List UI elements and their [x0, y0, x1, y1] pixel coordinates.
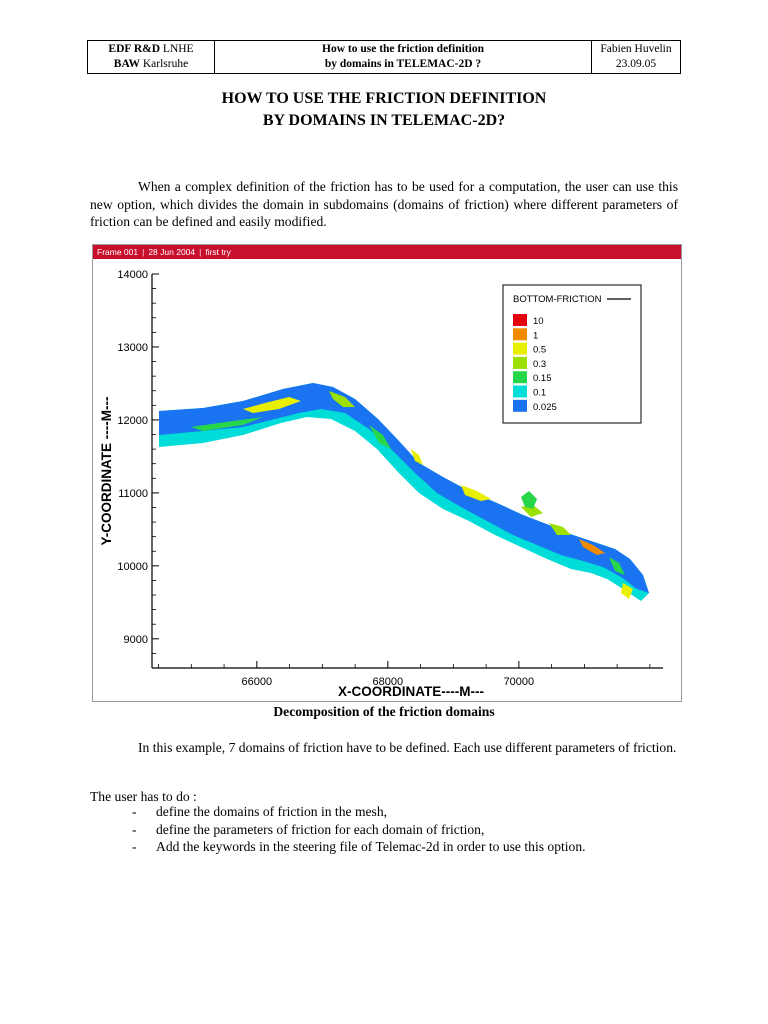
list-item: - define the parameters of friction for e…: [90, 821, 710, 839]
legend-label-0.3: 0.3: [533, 359, 546, 370]
list-bullet: -: [132, 804, 137, 819]
frame-note: first try: [205, 247, 231, 257]
legend-swatch-10: [513, 314, 527, 326]
list-intro: The user has to do :: [90, 789, 197, 804]
y-tick-label-12000: 12000: [117, 415, 148, 427]
paragraph-domains: In this example, 7 domains of friction h…: [138, 740, 677, 755]
legend-swatch-0.1: [513, 385, 527, 398]
river-domain: [159, 383, 649, 601]
friction-zone-0.15-a: [369, 425, 391, 449]
friction-zone-0.15-c: [609, 557, 625, 575]
legend-title: BOTTOM-FRICTION: [513, 294, 602, 305]
y-tick-label-13000: 13000: [117, 342, 148, 354]
header-date: 23.09.05: [615, 58, 657, 70]
legend: BOTTOM-FRICTION 10 1 0.5 0.3 0.15 0.1 0.025: [502, 284, 642, 424]
header-left-cell: EDF R&D LNHE BAW Karlsruhe: [87, 40, 215, 74]
friction-zone-0.15-d: [191, 417, 263, 431]
page-title-line-2: BY DOMAINS IN TELEMAC-2D?: [262, 112, 506, 129]
legend-swatch-0.025: [513, 399, 527, 412]
legend-swatch-1: [513, 328, 527, 341]
friction-figure: Frame 001 | 28 Jun 2004 | first try 66000 680…: [92, 244, 682, 702]
list-item-text: Add the keywords in the steering file of…: [156, 839, 586, 854]
list-bullet: -: [132, 821, 137, 837]
legend-label-0.025: 0.025: [533, 402, 557, 413]
list-item-text: define the parameters of friction for ea…: [156, 821, 485, 837]
y-axis-label: Y-COORDINATE ----M---: [99, 397, 114, 546]
x-tick-label-68000: 68000: [373, 676, 404, 688]
legend-label-10: 10: [533, 316, 544, 327]
list-bullet: -: [132, 839, 137, 854]
header-right-cell: Fabien Huvelin 23.09.05: [591, 40, 681, 74]
page-title-line-1: HOW TO USE THE FRICTION DEFINITION: [221, 90, 547, 107]
x-axis-label: X-COORDINATE----M---: [338, 684, 484, 699]
header-partner-city: Karlsruhe: [139, 58, 189, 70]
header-partner: BAW: [113, 58, 140, 70]
legend-swatch-0.15: [513, 371, 527, 384]
x-tick-label-66000: 66000: [242, 676, 273, 688]
header-doc-title-1: How to use the friction definition: [322, 43, 484, 55]
friction-zone-0.15-b: [521, 491, 537, 509]
frame-label: Frame 001: [97, 247, 139, 257]
friction-zone-0.3-b: [521, 505, 543, 517]
steps-list: - define the domains of friction in the m…: [90, 803, 710, 856]
legend-label-0.1: 0.1: [533, 388, 546, 399]
header-author: Fabien Huvelin: [600, 43, 672, 55]
legend-items: 10 1 0.5 0.3 0.15 0.1 0.025: [513, 314, 557, 413]
header-org: EDF R&D: [108, 43, 161, 55]
y-tick-label-10000: 10000: [117, 561, 148, 573]
header-doc-title-2: by domains in TELEMAC-2D ?: [324, 58, 482, 70]
x-tick-label-70000: 70000: [504, 676, 535, 688]
y-tick-label-9000: 9000: [124, 634, 148, 646]
friction-zone-0.025: [159, 383, 649, 593]
legend-label-1: 1: [533, 330, 538, 341]
intro-paragraph: When a complex definition of the frictio…: [90, 179, 678, 229]
frame-date: 28 Jun 2004: [148, 247, 196, 257]
axis-ticks: 66000 68000 70000 9000 10000 11000 12000 13000 1…: [117, 269, 651, 688]
friction-zone-0.3-a: [329, 391, 355, 407]
friction-zone-1: [579, 539, 605, 555]
list-item: - define the domains of friction in the m…: [90, 803, 710, 821]
y-tick-label-11000: 11000: [118, 488, 148, 500]
friction-zone-0.1: [159, 383, 649, 601]
legend-swatch-0.5: [513, 342, 527, 355]
list-item-text: define the domains of friction in the me…: [156, 804, 388, 819]
friction-zone-0.5-d: [411, 449, 423, 465]
page-header: EDF R&D LNHE BAW Karlsruhe How to use th…: [87, 40, 681, 74]
legend-label-0.5: 0.5: [533, 345, 546, 356]
friction-plot: 66000 68000 70000 9000 10000 11000 12000 13000 1…: [99, 269, 663, 699]
header-center-cell: How to use the friction definition by do…: [214, 40, 592, 74]
friction-zone-0.5-a: [243, 397, 301, 413]
friction-zone-0.3-c: [549, 523, 571, 535]
list-item: - Add the keywords in the steering file o…: [90, 838, 710, 856]
legend-label-0.15: 0.15: [533, 373, 552, 384]
frame-bar: Frame 001 | 28 Jun 2004 | first try: [93, 245, 681, 259]
legend-swatch-0.3: [513, 356, 527, 369]
friction-zone-0.5-b: [461, 485, 491, 501]
y-tick-label-14000: 14000: [117, 269, 148, 281]
figure-caption: Decomposition of the friction domains: [273, 704, 495, 719]
header-org-unit: LNHE: [160, 43, 194, 55]
friction-zone-0.5-c: [621, 583, 633, 599]
